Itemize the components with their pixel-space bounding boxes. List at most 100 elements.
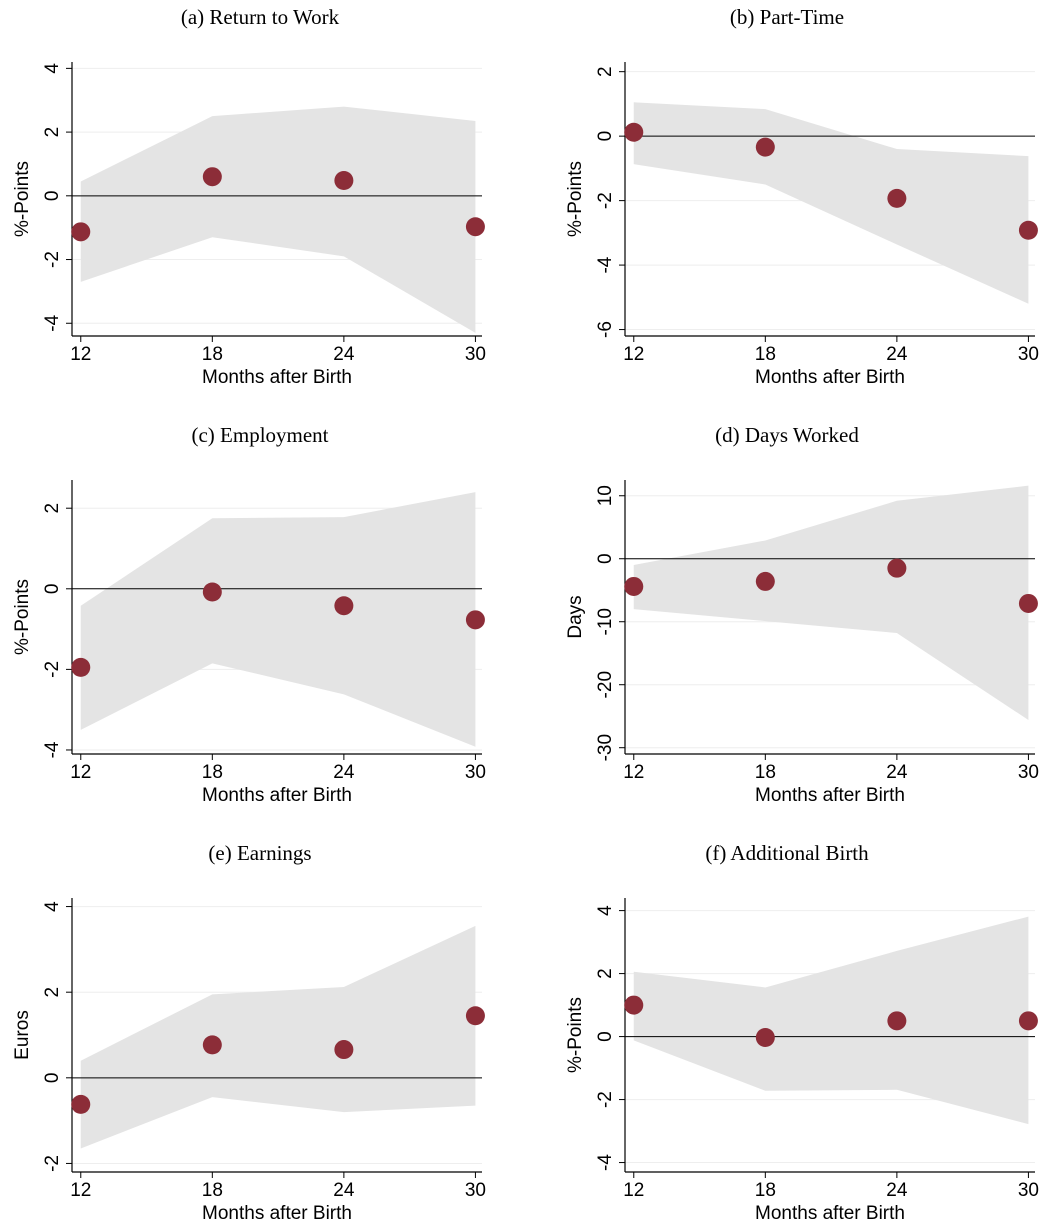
y-tick-label: 4	[42, 901, 63, 912]
y-tick-label: 10	[595, 485, 616, 506]
y-tick-label: -6	[595, 321, 616, 338]
x-tick-label: 30	[1018, 762, 1039, 783]
x-tick-label: 18	[755, 344, 776, 365]
y-tick-label: -4	[595, 1154, 616, 1171]
point	[1018, 1011, 1038, 1031]
y-axis-title: %-Points	[565, 161, 586, 237]
confidence-band	[633, 485, 1029, 720]
x-tick-label: 12	[70, 1180, 91, 1201]
point	[887, 188, 907, 208]
confidence-band	[633, 102, 1029, 304]
x-axis-title: Months after Birth	[755, 1203, 905, 1224]
y-tick-label: -30	[595, 734, 616, 761]
y-tick-label: 2	[42, 503, 63, 514]
point	[465, 1006, 485, 1026]
confidence-band	[80, 925, 476, 1149]
x-tick-label: 24	[886, 762, 908, 783]
point	[465, 217, 485, 237]
x-axis-title: Months after Birth	[202, 1203, 352, 1224]
y-tick-label: -10	[595, 608, 616, 635]
x-tick-label: 12	[623, 1180, 644, 1201]
x-tick-label: 12	[623, 344, 644, 365]
x-tick-label: 24	[333, 762, 355, 783]
y-axis-title: %-Points	[12, 161, 33, 237]
y-tick-label: 4	[595, 905, 616, 916]
y-axis-title: %-Points	[12, 579, 33, 655]
point	[624, 122, 644, 142]
y-tick-label: -4	[595, 256, 616, 273]
chart-title: (a) Return to Work	[181, 5, 340, 29]
y-tick-label: 2	[42, 987, 63, 998]
chart-title: (f) Additional Birth	[705, 841, 869, 865]
y-tick-label: -2	[595, 1091, 616, 1108]
point	[202, 582, 222, 602]
confidence-band	[80, 106, 476, 333]
x-tick-label: 30	[465, 1180, 486, 1201]
x-tick-label: 12	[70, 344, 91, 365]
y-tick-label: 0	[595, 1031, 616, 1042]
chart-title: (c) Employment	[191, 423, 328, 447]
y-tick-label: -2	[595, 192, 616, 209]
y-tick-label: 0	[42, 191, 63, 202]
x-tick-label: 18	[755, 762, 776, 783]
x-axis-title: Months after Birth	[202, 785, 352, 806]
x-tick-label: 18	[202, 1180, 223, 1201]
x-tick-label: 24	[333, 1180, 355, 1201]
chart-title: (b) Part-Time	[730, 5, 844, 29]
point	[755, 137, 775, 157]
y-axis-title: Euros	[12, 1010, 33, 1060]
chart-title: (d) Days Worked	[715, 423, 859, 447]
y-axis-title: %-Points	[565, 997, 586, 1073]
x-tick-label: 30	[465, 344, 486, 365]
point	[202, 1035, 222, 1055]
y-tick-label: 2	[595, 66, 616, 77]
y-tick-label: 2	[42, 127, 63, 138]
x-tick-label: 12	[623, 762, 644, 783]
point	[71, 657, 91, 677]
confidence-band	[80, 492, 476, 747]
point	[624, 995, 644, 1015]
x-tick-label: 24	[886, 1180, 908, 1201]
point	[71, 1094, 91, 1114]
point	[334, 1040, 354, 1060]
x-tick-label: 18	[202, 344, 223, 365]
x-tick-label: 30	[1018, 1180, 1039, 1201]
point	[71, 222, 91, 242]
point	[887, 1011, 907, 1031]
x-axis-title: Months after Birth	[202, 367, 352, 388]
x-tick-label: 18	[202, 762, 223, 783]
y-axis-title: Days	[565, 595, 586, 638]
x-axis-title: Months after Birth	[755, 785, 905, 806]
y-tick-label: -2	[42, 251, 63, 268]
x-tick-label: 30	[465, 762, 486, 783]
point	[465, 610, 485, 630]
point	[1018, 220, 1038, 240]
point	[202, 167, 222, 187]
y-tick-label: -2	[42, 661, 63, 678]
chart-title: (e) Earnings	[208, 841, 311, 865]
y-tick-label: 0	[595, 553, 616, 564]
y-tick-label: -4	[42, 741, 63, 758]
point	[755, 1028, 775, 1048]
y-tick-label: 0	[595, 131, 616, 142]
point	[334, 596, 354, 616]
y-tick-label: 4	[42, 63, 63, 74]
y-tick-label: 0	[42, 1073, 63, 1084]
x-tick-label: 12	[70, 762, 91, 783]
point	[624, 576, 644, 596]
y-tick-label: 0	[42, 584, 63, 595]
point	[887, 558, 907, 578]
y-tick-label: -4	[42, 314, 63, 331]
x-tick-label: 24	[333, 344, 355, 365]
x-tick-label: 24	[886, 344, 908, 365]
point	[334, 171, 354, 191]
x-axis-title: Months after Birth	[755, 367, 905, 388]
point	[755, 571, 775, 591]
x-tick-label: 18	[755, 1180, 776, 1201]
point	[1018, 593, 1038, 613]
y-tick-label: -20	[595, 671, 616, 698]
confidence-band	[633, 916, 1029, 1125]
y-tick-label: 2	[595, 968, 616, 979]
